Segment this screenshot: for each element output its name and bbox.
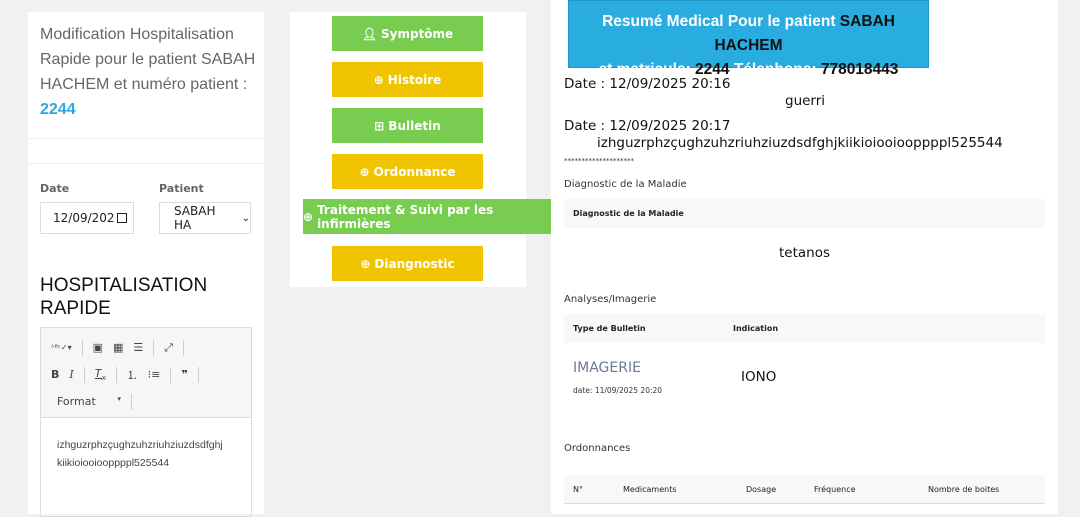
medical-summary-card: Resumé Medical Pour le patient SABAH HAC… [551,0,1058,514]
entry-text: izhguzrphzçughzuhzriuhziuzdsdfghjkiikioi… [597,135,1003,151]
blockquote-icon[interactable]: ❞ [181,368,188,381]
plus-circle-icon: ⊕ [359,164,370,179]
hospitalisation-form-card: Modification Hospitalisation Rapide pour… [28,12,264,517]
editor-toolbar: ᴬᴮᶜ✓▾ ▣ ▦ ☰ ⤢ B I Tx ⒈ ⁝≡ ❞ Format ▾ [41,328,251,418]
analysis-indication: IONO [741,369,777,385]
image-icon[interactable]: ▣ [92,341,103,354]
patient-number: 2244 [40,101,76,118]
date-label: Date [40,182,70,195]
editor-content[interactable]: izhguzrphzçughzuhzriuhziuzdsdfghj kiikioi… [57,439,223,469]
table-icon[interactable]: ▦ [113,341,124,354]
separator-stars: ******************** [564,157,634,165]
patient-label: Patient [159,182,204,195]
analyses-table-header: Type de Bulletin Indication [564,314,1045,343]
analysis-type: IMAGERIE [573,360,641,376]
remove-format-icon[interactable]: Tx [94,366,106,383]
chevron-down-icon: ⌄ [241,212,250,224]
medkit-icon: ⊞ [374,118,385,133]
calendar-icon[interactable] [116,213,127,223]
symptome-button[interactable]: 👤︎ Symptôme [332,16,483,51]
horizontal-line-icon[interactable]: ☰ [133,341,144,354]
analysis-date: date: 11/09/2025 20:20 [573,386,663,395]
entry-date: Date : 12/09/2025 20:16 [564,76,731,92]
rich-text-editor: ᴬᴮᶜ✓▾ ▣ ▦ ☰ ⤢ B I Tx ⒈ ⁝≡ ❞ Format ▾ izhguzrphzçug… [40,327,252,517]
plus-circle-icon: ⊕ [373,72,384,87]
ordonnances-table-header: N° Medicaments Dosage Fréquence Nombre de bo… [564,475,1045,504]
analyses-section-title: Analyses/Imagerie [564,294,657,305]
summary-header: Resumé Medical Pour le patient SABAH HAC… [568,0,929,78]
ordonnance-button[interactable]: ⊕ Ordonnance [332,154,483,189]
spellcheck-icon[interactable]: ᴬᴮᶜ✓▾ [51,343,72,352]
divider [28,163,264,164]
actions-card [290,12,526,287]
diagnostic-table-header: Diagnostic de la Maladie [564,199,1045,228]
bullet-list-icon[interactable]: ⁝≡ [147,368,161,381]
histoire-button[interactable]: ⊕ Histoire [332,62,483,97]
bold-icon[interactable]: B [51,368,60,381]
format-dropdown[interactable]: Format ▾ [57,395,121,408]
divider [28,138,264,139]
maximize-icon[interactable]: ⤢ [164,340,174,354]
entry-text: guerri [785,93,826,109]
numbered-list-icon[interactable]: ⒈ [126,368,138,382]
user-icon: 👤︎ [361,26,378,41]
plus-circle-icon: ⊕ [360,256,371,271]
form-title: Modification Hospitalisation Rapide pour… [40,26,256,118]
ordonnances-section-title: Ordonnances [564,443,631,454]
plus-circle-icon: ⊕ [303,209,314,224]
patient-select[interactable]: SABAH HA ⌄ [159,202,251,234]
caret-down-icon: ▾ [117,395,121,403]
traitement-suivi-button[interactable]: ⊕ Traitement & Suivi par les infirmières [303,199,551,234]
section-title: HOSPITALISATION RAPIDE [40,275,208,319]
italic-icon[interactable]: I [69,368,74,381]
bulletin-button[interactable]: ⊞ Bulletin [332,108,483,143]
diagnostic-value: tetanos [779,245,831,261]
date-input[interactable]: 12/09/202 [40,202,134,234]
entry-date: Date : 12/09/2025 20:17 [564,118,731,134]
diagnostic-section-title: Diagnostic de la Maladie [564,179,687,190]
diagnostic-button[interactable]: ⊕ Diangnostic [332,246,483,281]
